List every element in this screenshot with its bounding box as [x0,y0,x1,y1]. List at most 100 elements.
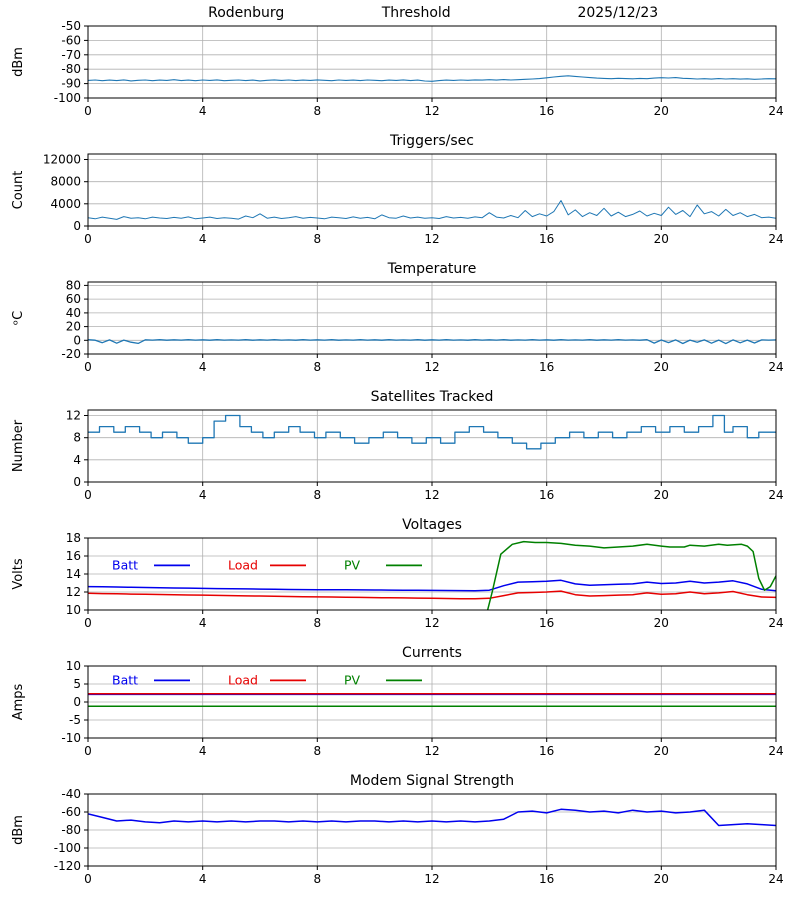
x-tick-label: 20 [654,360,669,374]
x-tick-label: 24 [768,616,783,630]
series-load-volts [88,590,776,600]
y-tick-label: -100 [54,91,81,105]
axis-ticks: 0 4 8 12 16 20 24 0 4000 8000 12000 [43,153,784,247]
x-tick-label: 12 [424,872,439,886]
axis-ticks: 0 4 8 12 16 20 24 -10 -5 0 5 10 [61,659,783,758]
legend-label: PV [344,557,361,572]
y-tick-label: 10 [66,603,81,617]
plot-title: Currents [402,645,462,661]
y-tick-label: -80 [61,823,81,837]
header-station: Rodenburg [208,5,284,21]
x-tick-label: 4 [199,104,207,118]
grid [87,537,777,611]
x-tick-label: 12 [424,616,439,630]
series-group [88,808,776,827]
series-satellites [88,414,776,450]
series-triggers [88,200,776,220]
x-tick-label: 0 [84,360,92,374]
legend-label: Batt [112,557,138,572]
chart-currents: 0 4 8 12 16 20 24 -10 -5 0 5 10 Amps Currents Batt Load… [0,640,800,768]
x-tick-label: 4 [199,488,207,502]
x-tick-label: 12 [424,488,439,502]
y-tick-label: 10 [66,659,81,673]
x-tick-label: 12 [424,104,439,118]
plot-title: Modem Signal Strength [350,773,514,789]
legend: Batt Load PV [112,557,422,572]
x-tick-label: 16 [539,744,554,758]
series-modem-signal [88,808,776,827]
y-axis-label: ᵒC [11,311,26,325]
y-tick-label: -40 [61,787,81,801]
series-group [88,75,776,82]
plot-title: Triggers/sec [389,133,474,149]
x-tick-label: 8 [313,360,321,374]
chart-modem-signal-strength: 0 4 8 12 16 20 24 -120 -100 -80 -60 -40 dBm Modem Sig… [0,768,800,900]
grid [87,410,777,483]
axis-ticks: 0 4 8 12 16 20 24 -120 -100 -80 -60 -40 [54,787,784,886]
series-temperature [88,339,776,345]
plot-svg-1: 0 4 8 12 16 20 24 0 4000 8000 12000 Count Triggers/s… [11,133,784,247]
legend-label: Load [228,672,258,687]
y-axis-label: dBm [11,815,26,845]
y-tick-label: 16 [66,549,81,563]
x-tick-label: 8 [313,232,321,246]
axis-ticks: 0 4 8 12 16 20 24 0 4 8 12 [66,409,784,503]
series-threshold [88,75,776,82]
y-tick-label: 18 [66,531,81,545]
y-tick-label: 0 [73,695,81,709]
x-tick-label: 12 [424,232,439,246]
y-tick-label: -50 [61,19,81,33]
series-group [88,200,776,220]
y-tick-label: 8000 [50,175,81,189]
y-axis-label: Volts [11,558,26,590]
plot-title: Temperature [387,261,477,277]
x-tick-label: 0 [84,872,92,886]
x-tick-label: 0 [84,104,92,118]
grid [87,282,777,355]
y-tick-label: -60 [61,805,81,819]
y-tick-label: 0 [73,333,81,347]
plot-svg-3: 0 4 8 12 16 20 24 0 4 8 12 Number Satellites Tracked [11,389,784,503]
x-tick-label: 20 [654,104,669,118]
y-tick-label: -10 [61,731,81,745]
y-tick-label: -80 [61,62,81,76]
x-tick-label: 16 [539,616,554,630]
grid [87,793,777,867]
y-tick-label: 12 [66,409,81,423]
y-tick-label: 4000 [50,197,81,211]
series-group [88,692,776,708]
series-group [88,414,776,450]
series-group [88,540,776,610]
x-tick-label: 24 [768,360,783,374]
y-tick-label: -120 [54,859,81,873]
y-tick-label: 40 [66,306,81,320]
x-tick-label: 16 [539,104,554,118]
grid [87,665,777,739]
y-tick-label: 12 [66,585,81,599]
axis-ticks: 0 4 8 12 16 20 24 10 12 14 16 18 [66,531,784,630]
x-tick-label: 24 [768,104,783,118]
x-tick-label: 16 [539,488,554,502]
y-tick-label: 4 [73,453,81,467]
x-tick-label: 24 [768,488,783,502]
chart-satellites-tracked: 0 4 8 12 16 20 24 0 4 8 12 Number Satellites Tracked [0,384,800,512]
y-tick-label: -90 [61,77,81,91]
plot-title: Satellites Tracked [371,389,494,405]
series-pv-volts [486,540,776,610]
x-tick-label: 20 [654,232,669,246]
x-tick-label: 20 [654,488,669,502]
x-tick-label: 4 [199,360,207,374]
x-tick-label: 8 [313,872,321,886]
y-tick-label: 60 [66,292,81,306]
x-tick-label: 8 [313,104,321,118]
x-tick-label: 24 [768,232,783,246]
x-tick-label: 12 [424,360,439,374]
x-tick-label: 4 [199,872,207,886]
y-axis-label: Amps [11,683,26,720]
header-date: 2025/12/23 [577,5,658,21]
x-tick-label: 4 [199,232,207,246]
plot-svg-6: 0 4 8 12 16 20 24 -120 -100 -80 -60 -40 dBm Modem Sig… [11,773,784,886]
x-tick-label: 0 [84,616,92,630]
